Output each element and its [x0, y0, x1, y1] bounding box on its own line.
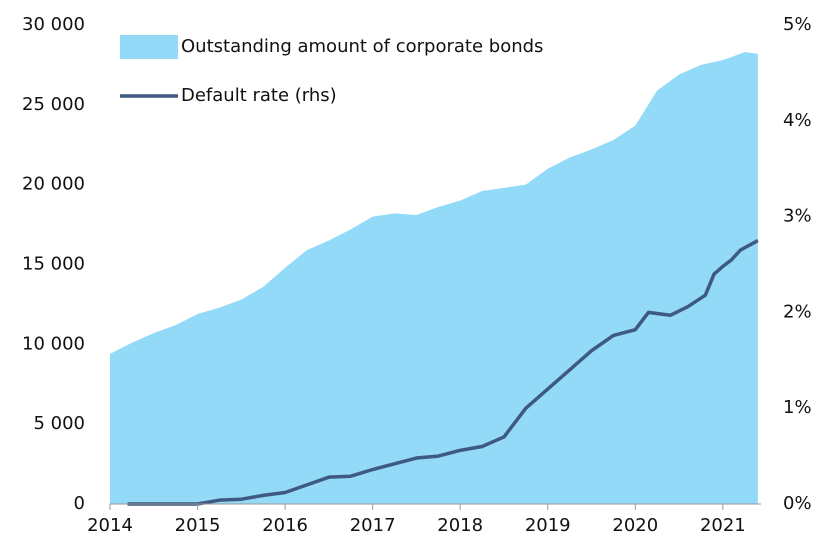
y2-tick-label: 3%	[783, 206, 812, 227]
line	[127, 239, 759, 506]
x-tick-label: 2019	[525, 515, 571, 536]
area	[110, 52, 758, 504]
y2-tick-label: 5%	[783, 14, 812, 35]
x-tick-label: 2014	[87, 515, 133, 536]
y-tick-label: 20 000	[22, 174, 85, 195]
y2-tick-label: 4%	[783, 110, 812, 131]
legend-swatch	[120, 35, 178, 59]
y-tick-label: 0	[74, 493, 85, 514]
y-tick-label: 10 000	[22, 333, 85, 354]
x-tick-label: 2016	[262, 515, 308, 536]
legend-label: Default rate (rhs)	[181, 85, 337, 106]
y-tick-label: 25 000	[22, 94, 85, 115]
x-tick-label: 2018	[437, 515, 483, 536]
y2-tick-label: 1%	[783, 397, 812, 418]
x-tick-label: 2017	[350, 515, 396, 536]
y-tick-label: 5 000	[33, 413, 85, 434]
y2-tick-label: 2%	[783, 301, 812, 322]
y-tick-label: 30 000	[22, 14, 85, 35]
x-tick-label: 2020	[612, 515, 658, 536]
y-tick-label: 15 000	[22, 254, 85, 275]
legend-label: Outstanding amount of corporate bonds	[181, 36, 543, 57]
x-tick-label: 2015	[175, 515, 221, 536]
y2-tick-label: 0%	[783, 493, 812, 514]
x-tick-label: 2021	[700, 515, 746, 536]
